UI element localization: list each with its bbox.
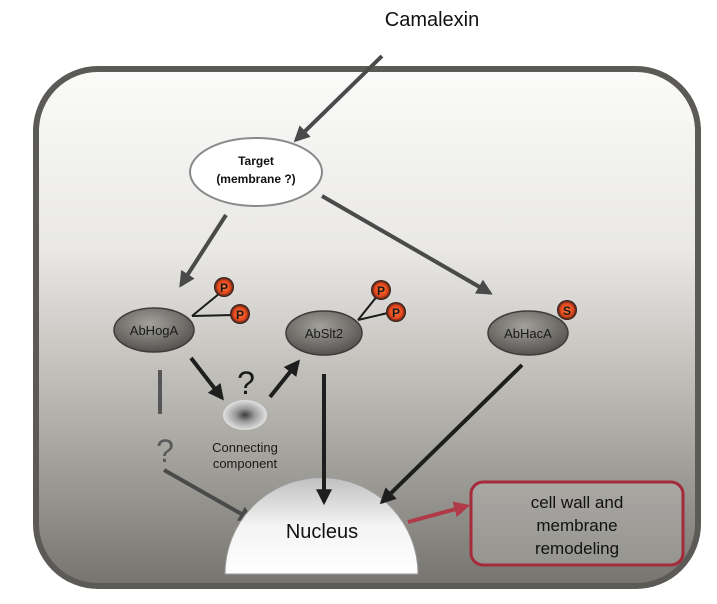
- slt2-phospho-label-2: P: [392, 306, 400, 320]
- hoga-to-connector-arrow: [189, 356, 224, 401]
- outcome-line-2: membrane: [536, 516, 617, 535]
- camalexin-to-target-arrow: [293, 54, 384, 143]
- camalexin-label: Camalexin: [385, 9, 479, 31]
- nucleus-to-outcome-arrow: [407, 501, 471, 524]
- hoga-phospho-marker-2: [230, 304, 250, 324]
- outcome-line-1: cell wall and: [531, 493, 624, 512]
- hoga-to-nucleus-arrow: [163, 468, 255, 522]
- outcome-line-3: remodeling: [535, 539, 619, 558]
- connecting-component: [223, 400, 267, 430]
- target-to-haca-arrow: [320, 194, 493, 295]
- connector-to-slt2-arrow: [268, 359, 300, 399]
- nucleus-label: Nucleus: [286, 521, 358, 543]
- hoga-phospho-marker-1: [214, 277, 234, 297]
- haca-to-nucleus-arrow: [379, 363, 524, 505]
- hoga-node: AbHogA P P: [113, 277, 250, 353]
- slt2-node: AbSlt2 P P: [285, 280, 406, 356]
- outcome-box: [469, 480, 685, 567]
- target-oval: [189, 137, 323, 207]
- hoga-label: AbHogA: [130, 323, 179, 338]
- slt2-phospho-label-1: P: [377, 284, 385, 298]
- connector-label: Connecting: [212, 440, 278, 455]
- connector-sublabel: component: [213, 456, 278, 471]
- target-sublabel: (membrane ?): [216, 172, 295, 186]
- hoga-phospho-label-1: P: [220, 281, 228, 295]
- haca-node: AbHacA S: [487, 300, 577, 356]
- target-label: Target: [238, 154, 274, 168]
- slt2-phospho-marker-1: [371, 280, 391, 300]
- target-to-hoga-arrow: [179, 213, 228, 288]
- haca-marker: [557, 300, 577, 320]
- hoga-question: ?: [156, 433, 174, 469]
- slt2-label: AbSlt2: [305, 326, 343, 341]
- haca-marker-label: S: [563, 304, 571, 318]
- connector-question: ?: [237, 365, 255, 401]
- hoga-phospho-label-2: P: [236, 308, 244, 322]
- haca-label: AbHacA: [504, 326, 552, 341]
- slt2-phospho-marker-2: [386, 302, 406, 322]
